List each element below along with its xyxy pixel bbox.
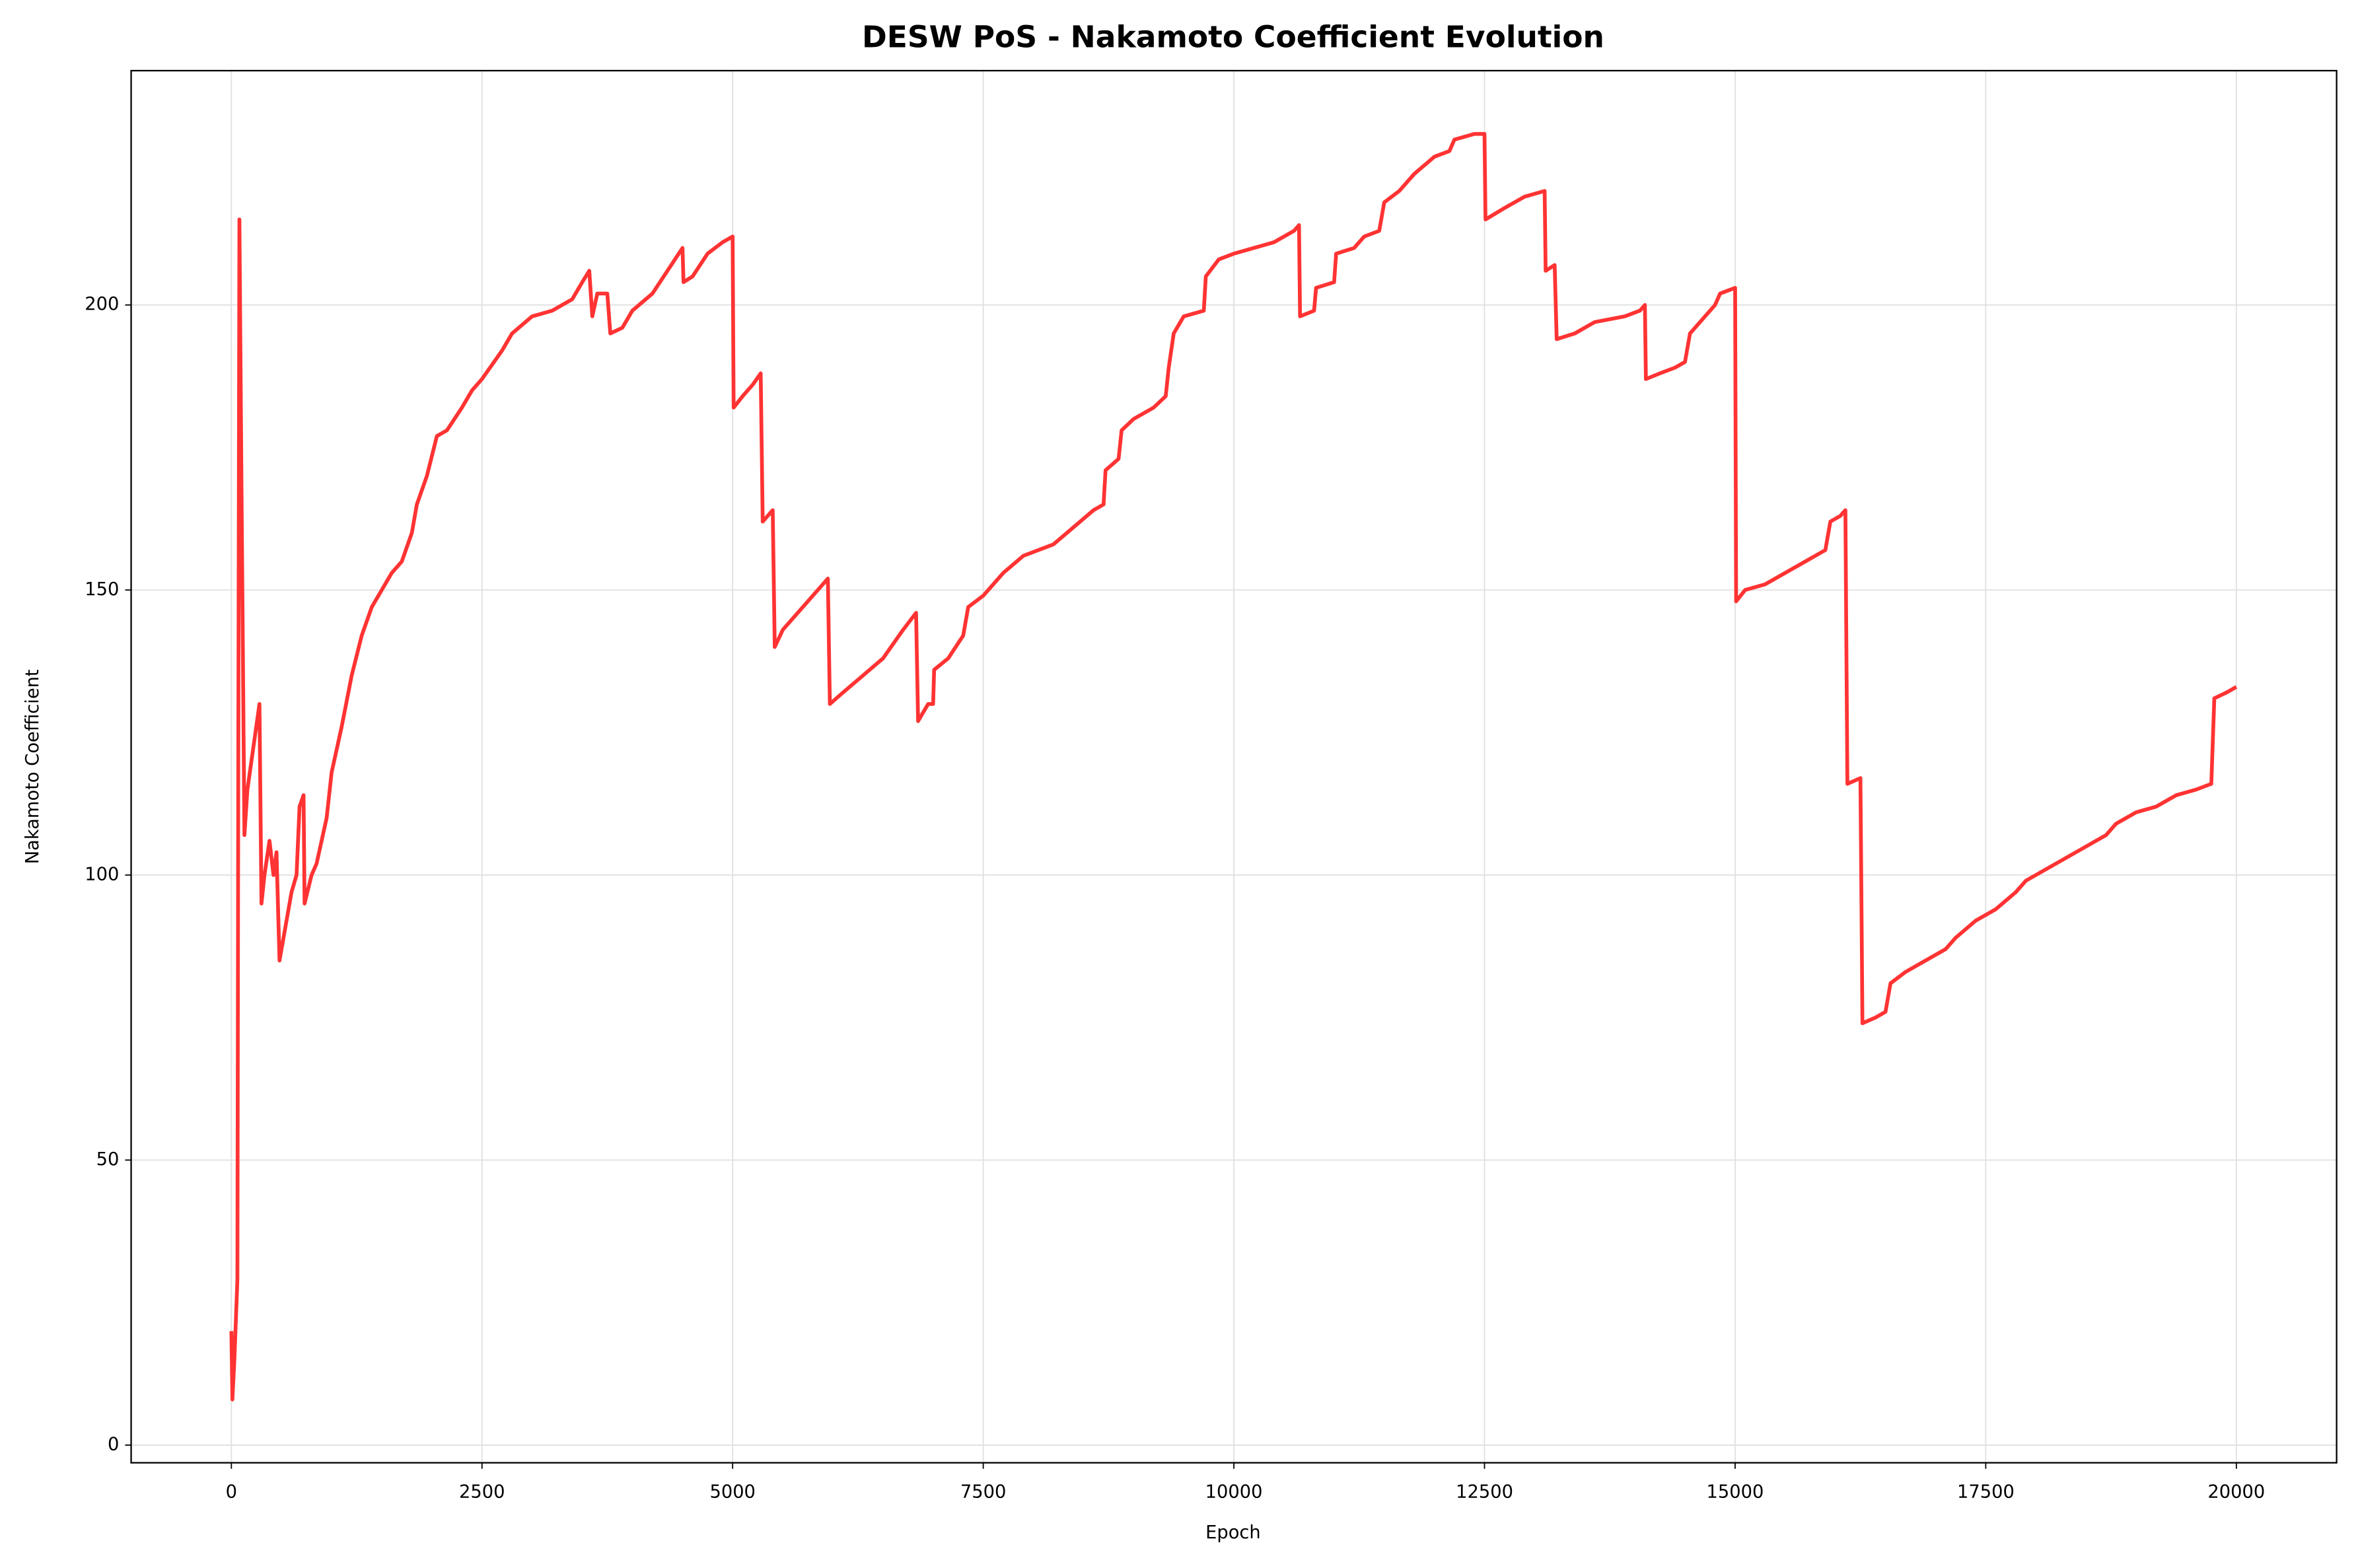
y-tick-label: 100: [85, 864, 119, 884]
chart-title: DESW PoS - Nakamoto Coefficient Evolutio…: [862, 20, 1604, 55]
y-tick-label: 0: [108, 1434, 119, 1454]
x-tick-label: 7500: [960, 1482, 1006, 1503]
x-tick-label: 12500: [1456, 1482, 1513, 1503]
x-tick-label: 15000: [1707, 1482, 1764, 1503]
plot-frame: [130, 69, 2338, 1464]
x-tick-label: 5000: [709, 1482, 755, 1503]
x-tick-label: 17500: [1957, 1482, 2015, 1503]
x-tick-label: 0: [226, 1482, 237, 1503]
y-tick-label: 200: [85, 294, 119, 314]
y-tick-label: 150: [85, 579, 119, 600]
x-tick-label: 20000: [2207, 1482, 2265, 1503]
x-tick-label: 2500: [459, 1482, 505, 1503]
x-tick-label: 10000: [1205, 1482, 1263, 1503]
y-axis-label: Nakamoto Coefficient: [22, 669, 43, 864]
y-tick-label: 50: [96, 1149, 120, 1170]
x-axis-label: Epoch: [1205, 1522, 1261, 1543]
data-line: [229, 131, 2238, 1402]
plot-area: 0 2500 5000 7500 10000 12500 15000 17500 20000 0 5…: [85, 69, 2338, 1503]
